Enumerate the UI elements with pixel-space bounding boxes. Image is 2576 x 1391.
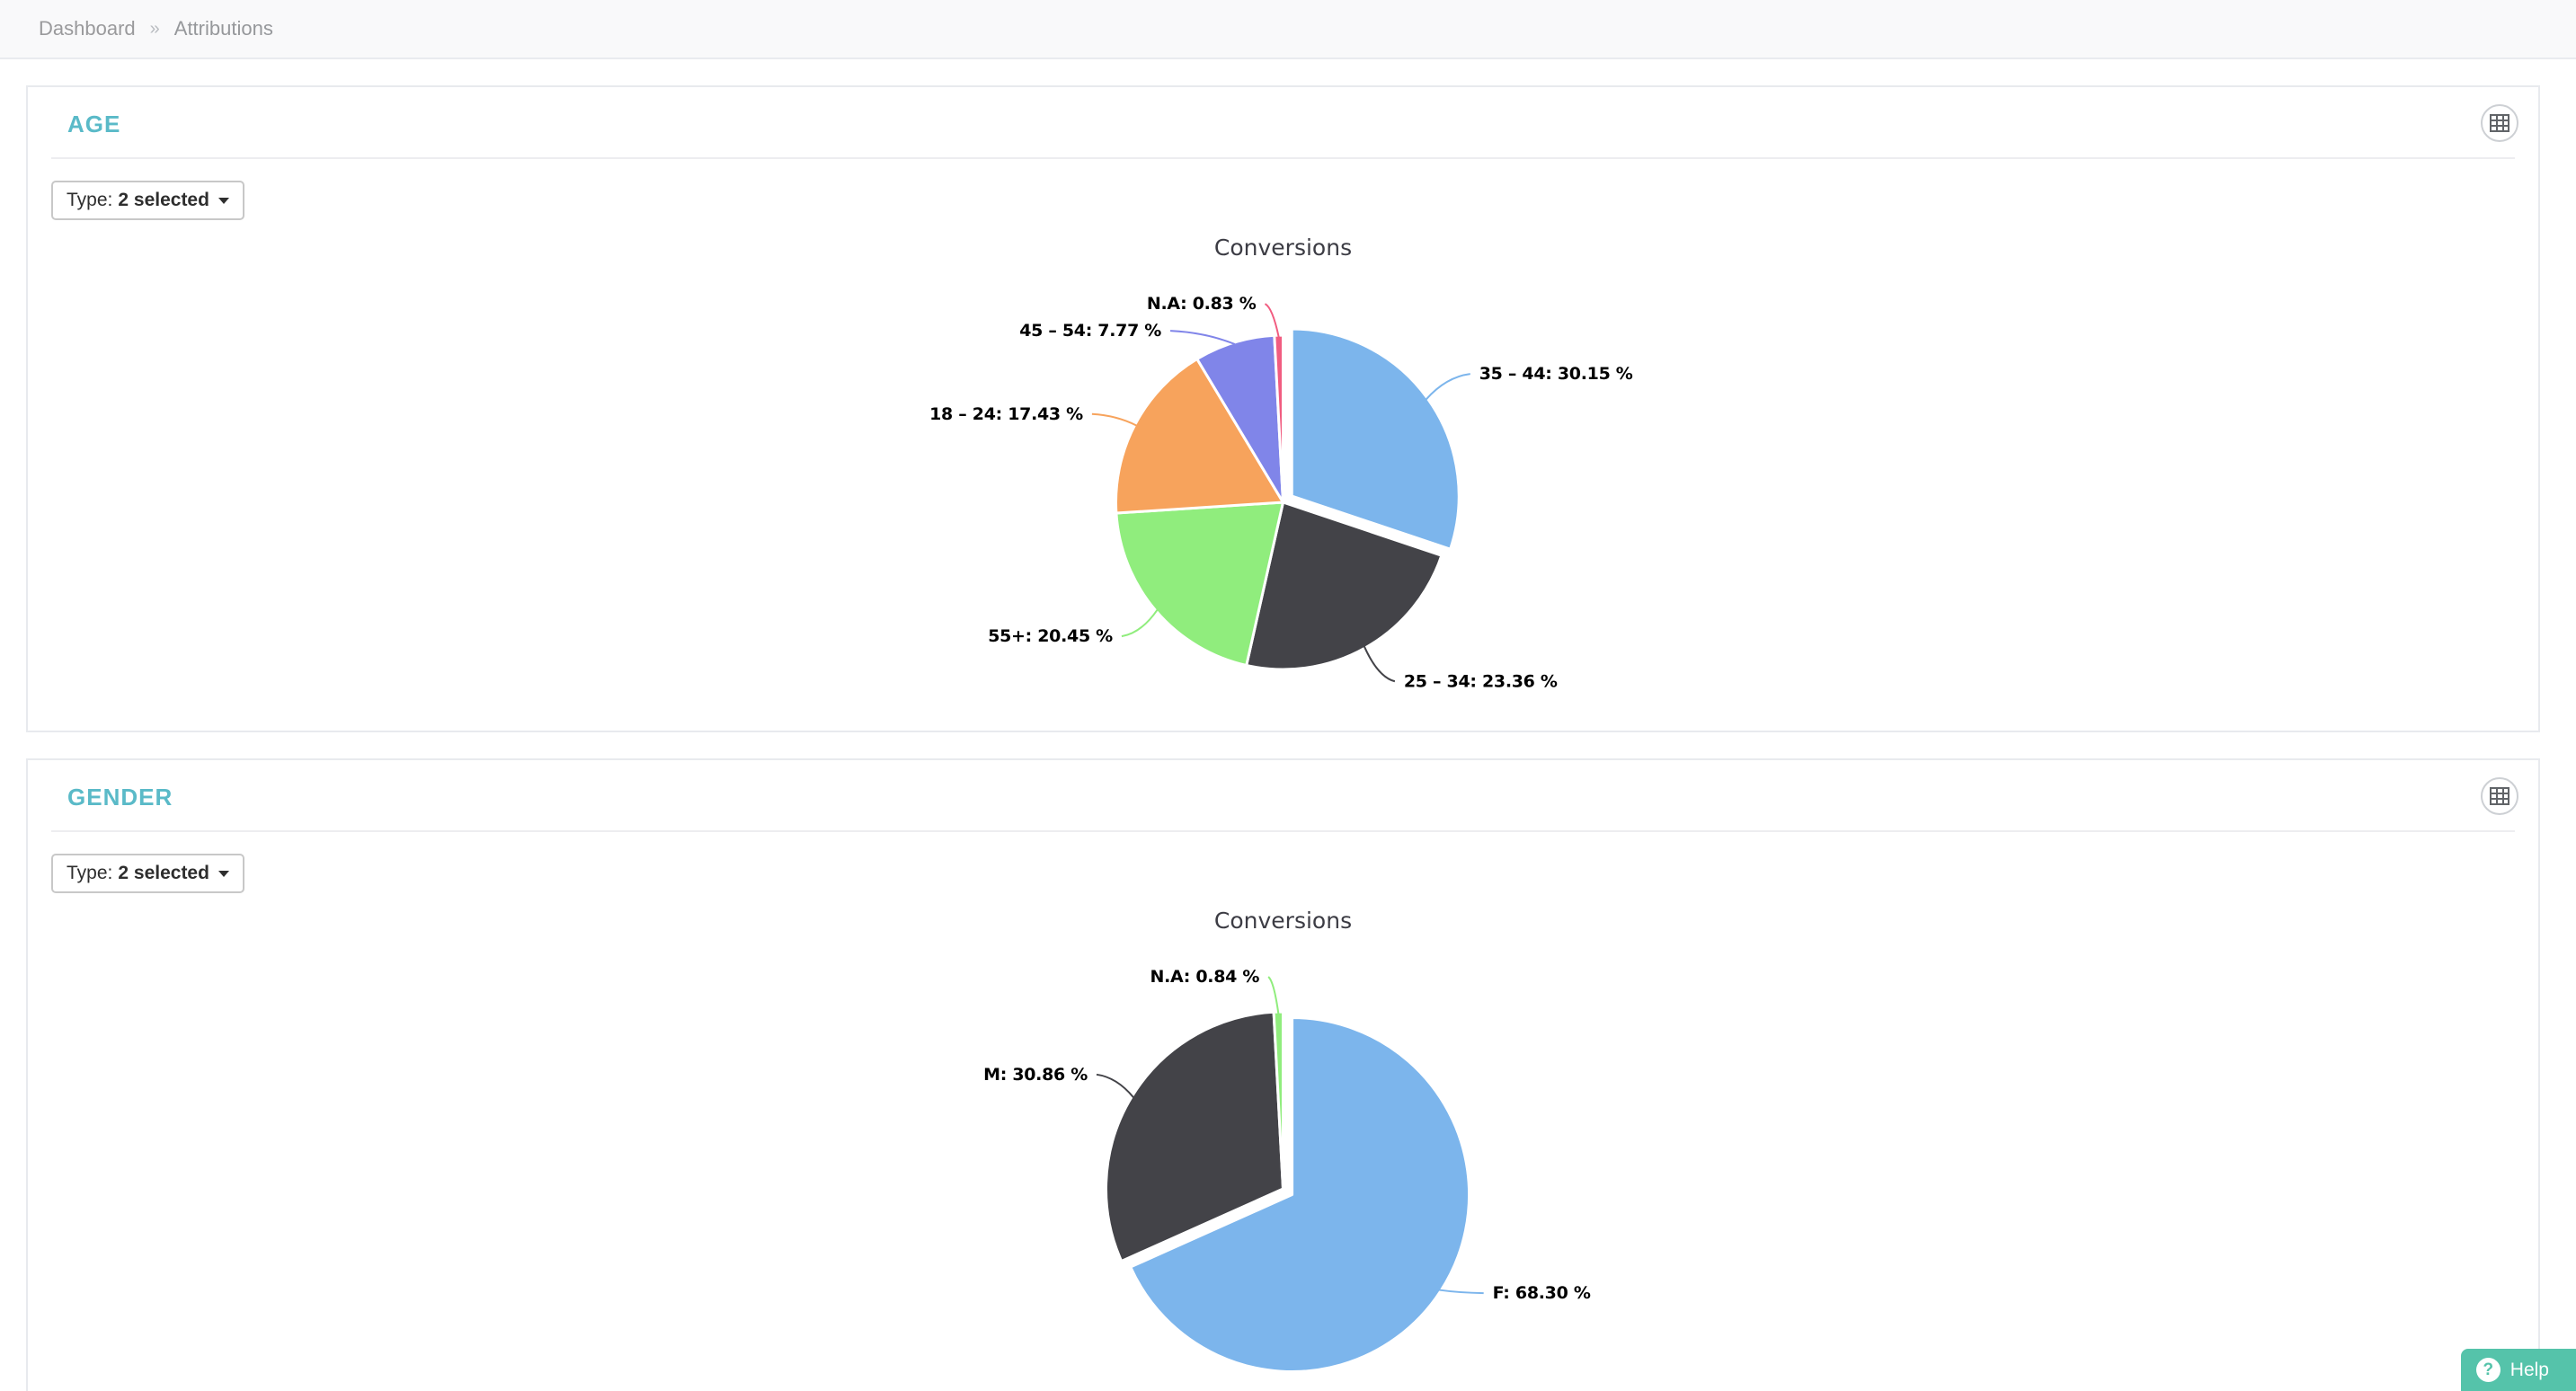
pie-data-label-18-24: 18 – 24: 17.43 % [929, 404, 1083, 424]
gender-panel: GENDER Type: 2 selected [26, 758, 2540, 1391]
breadcrumb-separator: » [149, 18, 160, 39]
table-icon [2490, 114, 2509, 132]
pie-data-label-m: M: 30.86 % [983, 1065, 1088, 1085]
data-label-connector [1425, 373, 1470, 401]
pie-data-label-35-44: 35 – 44: 30.15 % [1479, 364, 1633, 384]
data-label-connector [1264, 303, 1280, 338]
pie-data-label-25-34: 25 – 34: 23.36 % [1404, 671, 1558, 691]
age-panel: AGE Type: 2 selected [26, 85, 2540, 732]
gender-conversions-pie-chart[interactable]: Conversions F: 68.30 % M: 30.86 % N.A: 0.8… [51, 900, 2515, 1391]
main-content: AGE Type: 2 selected [26, 85, 2540, 1391]
breadcrumb-link-dashboard[interactable]: Dashboard [39, 17, 136, 40]
type-filter-value: 2 selected [118, 190, 209, 210]
data-label-connector [1121, 609, 1159, 638]
divider [51, 830, 2515, 832]
panel-title-age: AGE [67, 111, 121, 137]
pie-data-label-f: F: 68.30 % [1493, 1283, 1591, 1303]
age-panel-header: AGE [28, 87, 2538, 157]
caret-down-icon [218, 870, 229, 877]
data-label-connector [1267, 976, 1280, 1014]
data-label-connector [1091, 412, 1137, 427]
chart-title: Conversions [1213, 908, 1353, 934]
data-label-connector [1439, 1289, 1484, 1295]
pie-data-label-45-54: 45 – 54: 7.77 % [1019, 321, 1161, 341]
question-mark-icon: ? [2475, 1358, 2500, 1382]
gender-table-view-button[interactable] [2481, 777, 2518, 815]
age-type-filter-dropdown[interactable]: Type: 2 selected [51, 181, 244, 220]
age-panel-body: Type: 2 selected Conversions 35 – 44: 30… [28, 159, 2538, 731]
help-button[interactable]: ? Help [2460, 1349, 2576, 1391]
panel-title-gender: GENDER [67, 784, 173, 811]
breadcrumb-current: Attributions [173, 17, 273, 40]
caret-down-icon [218, 197, 229, 204]
breadcrumb-bar: Dashboard » Attributions [0, 0, 2576, 59]
divider [51, 157, 2515, 159]
pie-data-label-n-a: N.A: 0.84 % [1150, 967, 1259, 987]
pie-svg: F: 68.30 % M: 30.86 % N.A: 0.84 % [983, 967, 1591, 1373]
data-label-connector [1363, 645, 1396, 683]
chart-title: Conversions [1213, 235, 1353, 261]
pie-svg: 35 – 44: 30.15 % 25 – 34: 23.36 % 55+: 20.… [929, 294, 1633, 691]
gender-panel-body: Type: 2 selected Conversions F: 68.30 % M… [28, 832, 2538, 1391]
type-filter-value: 2 selected [118, 863, 209, 883]
pie-data-label-n-a: N.A: 0.83 % [1147, 294, 1257, 314]
gender-type-filter-dropdown[interactable]: Type: 2 selected [51, 854, 244, 893]
data-label-connector [1096, 1073, 1134, 1098]
pie-data-label-55: 55+: 20.45 % [988, 626, 1113, 646]
type-filter-label: Type: [67, 190, 113, 210]
data-label-connector [1170, 330, 1236, 345]
age-table-view-button[interactable] [2481, 104, 2518, 142]
gender-panel-header: GENDER [28, 760, 2538, 830]
table-icon [2490, 787, 2509, 805]
age-conversions-pie-chart[interactable]: Conversions 35 – 44: 30.15 % 25 – 34: 23.… [51, 227, 2515, 731]
help-label: Help [2509, 1359, 2549, 1380]
type-filter-label: Type: [67, 863, 113, 883]
